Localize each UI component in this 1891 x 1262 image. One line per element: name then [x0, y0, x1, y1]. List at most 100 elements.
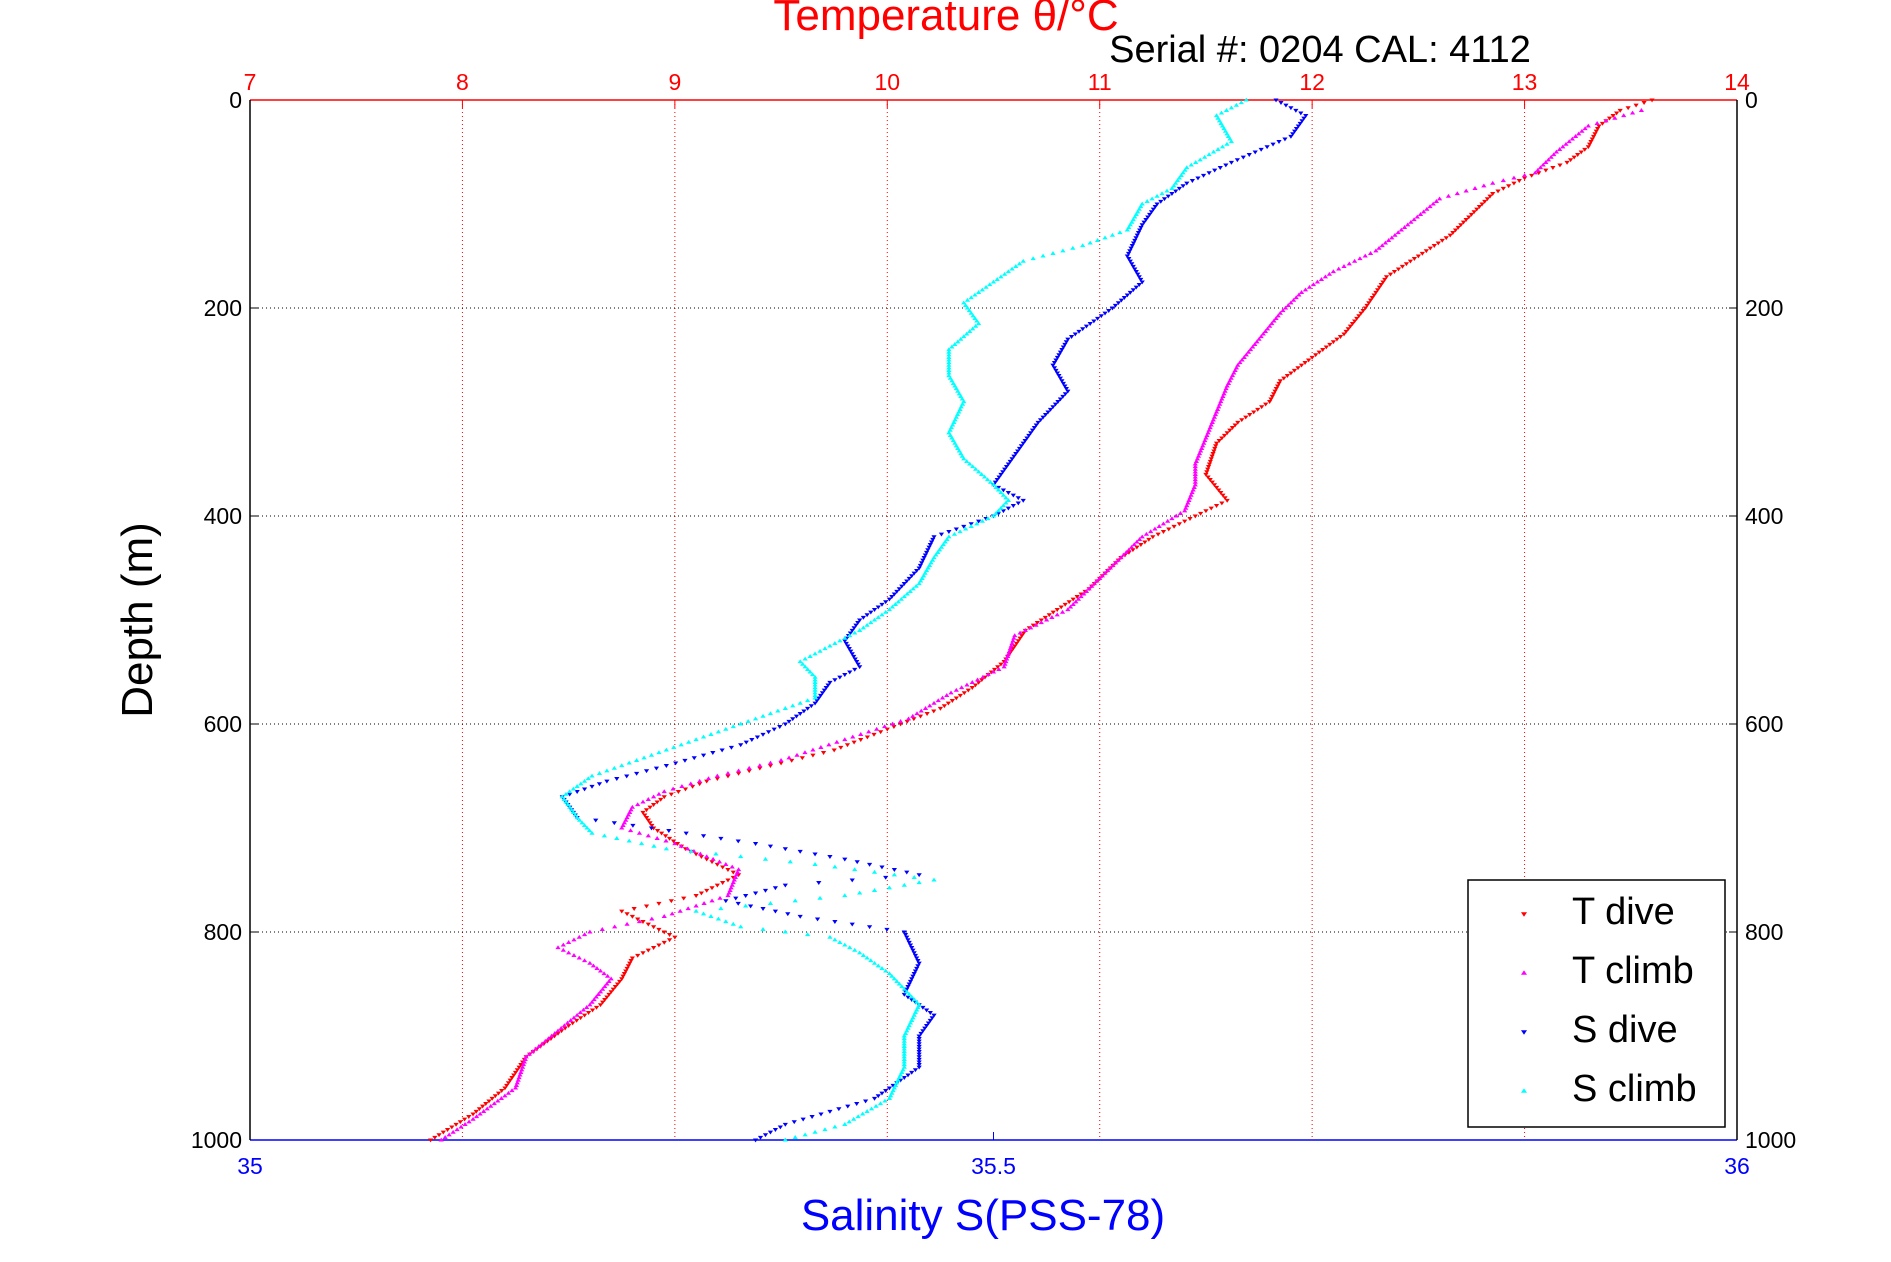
- data-point: [868, 958, 874, 963]
- data-point: [871, 888, 878, 892]
- data-point: [967, 329, 973, 333]
- data-point: [1572, 134, 1579, 138]
- data-point: [666, 938, 673, 943]
- data-point: [879, 865, 885, 870]
- data-point: [1318, 277, 1325, 281]
- data-point: [901, 1057, 907, 1061]
- data-point: [998, 662, 1004, 667]
- temperature-tick-label: 13: [1512, 69, 1538, 95]
- data-point: [911, 997, 917, 1002]
- data-point: [820, 751, 827, 755]
- data-point: [725, 878, 731, 883]
- data-point: [1020, 498, 1026, 503]
- data-point: [1073, 599, 1079, 604]
- data-point: [1506, 184, 1512, 189]
- data-point: [645, 797, 651, 801]
- data-point: [877, 1101, 884, 1106]
- data-point: [620, 974, 626, 979]
- data-point: [1124, 227, 1130, 232]
- data-point: [476, 1107, 483, 1112]
- data-point: [1277, 310, 1283, 315]
- data-point: [842, 635, 848, 640]
- data-point: [1049, 615, 1055, 619]
- data-point: [628, 959, 634, 963]
- data-point: [922, 706, 929, 710]
- data-point: [904, 579, 910, 584]
- data-point: [845, 644, 851, 649]
- data-point: [782, 1137, 788, 1142]
- data-point: [1173, 513, 1179, 518]
- data-point: [481, 1109, 487, 1113]
- data-point: [1264, 145, 1270, 150]
- data-point: [847, 633, 853, 638]
- data-point: [929, 1016, 935, 1021]
- data-point: [786, 755, 792, 760]
- data-point: [1054, 371, 1061, 376]
- data-point: [566, 940, 572, 944]
- data-point: [679, 784, 685, 788]
- data-point: [805, 706, 811, 711]
- data-point: [1086, 586, 1092, 591]
- data-point: [1447, 233, 1453, 238]
- data-point: [1212, 446, 1218, 451]
- data-point: [914, 999, 920, 1004]
- data-point: [931, 709, 937, 714]
- data-point: [719, 748, 725, 753]
- data-point: [832, 864, 838, 869]
- data-point: [526, 1051, 532, 1056]
- data-point: [953, 696, 959, 701]
- data-point: [432, 1135, 438, 1140]
- data-point: [509, 1076, 515, 1080]
- data-point: [901, 986, 907, 991]
- data-point: [1094, 578, 1100, 583]
- data-point: [832, 678, 838, 683]
- data-point: [1192, 469, 1198, 474]
- data-point: [1463, 188, 1469, 193]
- data-point: [998, 274, 1004, 279]
- data-point: [1129, 262, 1135, 267]
- data-point: [1015, 639, 1021, 644]
- data-point: [961, 524, 967, 529]
- data-point: [1273, 387, 1279, 391]
- temperature-tick-label: 8: [456, 69, 469, 95]
- data-point: [847, 945, 853, 950]
- data-point: [608, 976, 614, 981]
- data-point: [901, 1049, 907, 1054]
- data-point: [808, 704, 814, 709]
- data-point: [1205, 465, 1212, 469]
- data-point: [1204, 433, 1210, 437]
- data-point: [1233, 102, 1239, 107]
- data-point: [966, 308, 972, 313]
- data-point: [700, 753, 707, 758]
- data-point: [1239, 418, 1245, 423]
- data-point: [1173, 189, 1179, 194]
- data-point: [800, 661, 806, 666]
- data-point: [886, 1086, 893, 1091]
- data-point: [792, 898, 798, 903]
- data-point: [723, 919, 729, 924]
- data-point: [857, 890, 863, 895]
- data-point: [1215, 407, 1221, 411]
- data-point: [1224, 498, 1230, 503]
- data-point: [907, 589, 913, 593]
- data-point: [964, 331, 970, 336]
- data-point: [1458, 223, 1464, 228]
- data-point: [624, 774, 630, 779]
- data-point: [1142, 540, 1148, 545]
- data-point: [704, 779, 710, 784]
- data-point: [996, 475, 1002, 480]
- data-point: [901, 1033, 907, 1038]
- data-point: [585, 776, 591, 781]
- data-point: [897, 719, 904, 723]
- data-point: [922, 1026, 928, 1031]
- legend-marker: [1521, 1088, 1527, 1093]
- data-point: [923, 1008, 930, 1013]
- data-point: [925, 1021, 932, 1026]
- data-point: [809, 1115, 815, 1119]
- data-point: [969, 686, 975, 690]
- data-point: [1423, 249, 1429, 254]
- data-point: [729, 882, 735, 887]
- data-point: [990, 513, 997, 518]
- data-point: [1222, 496, 1228, 501]
